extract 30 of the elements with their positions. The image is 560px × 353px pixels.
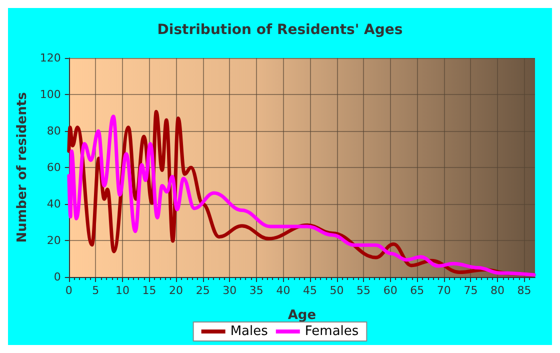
x-tick-label: 10 — [115, 284, 130, 297]
x-tick-label: 50 — [330, 284, 344, 297]
x-tick-label: 45 — [302, 284, 317, 297]
y-tick-label: 0 — [54, 270, 61, 284]
chart-title: Distribution of Residents' Ages — [157, 22, 403, 38]
x-tick-label: 65 — [410, 284, 424, 297]
x-tick-label: 30 — [222, 284, 237, 297]
x-tick-label: 70 — [436, 284, 451, 297]
y-tick-label: 20 — [46, 234, 61, 247]
x-tick-label: 35 — [249, 284, 264, 297]
x-tick-label: 5 — [92, 284, 100, 297]
x-tick-label: 75 — [464, 284, 478, 297]
x-tick-label: 25 — [196, 284, 210, 297]
x-tick-label: 0 — [65, 284, 72, 297]
x-tick-label: 20 — [169, 284, 184, 297]
y-tick-label: 100 — [40, 88, 61, 101]
x-tick-label: 60 — [383, 284, 398, 297]
x-axis-title: Age — [288, 308, 316, 323]
y-tick-label: 40 — [46, 198, 61, 210]
y-tick-label: 120 — [40, 52, 61, 64]
x-tick-label: 15 — [142, 284, 156, 297]
x-tick-label: 80 — [490, 284, 504, 297]
x-tick-label: 55 — [356, 284, 371, 297]
legend-label: Females — [304, 324, 359, 339]
x-tick-label: 85 — [517, 284, 532, 297]
y-tick-label: 60 — [46, 161, 61, 174]
y-axis-title: Number of residents — [15, 92, 30, 243]
legend-label: Males — [230, 324, 268, 339]
y-tick-label: 80 — [46, 124, 61, 138]
x-tick-label: 40 — [276, 284, 290, 297]
